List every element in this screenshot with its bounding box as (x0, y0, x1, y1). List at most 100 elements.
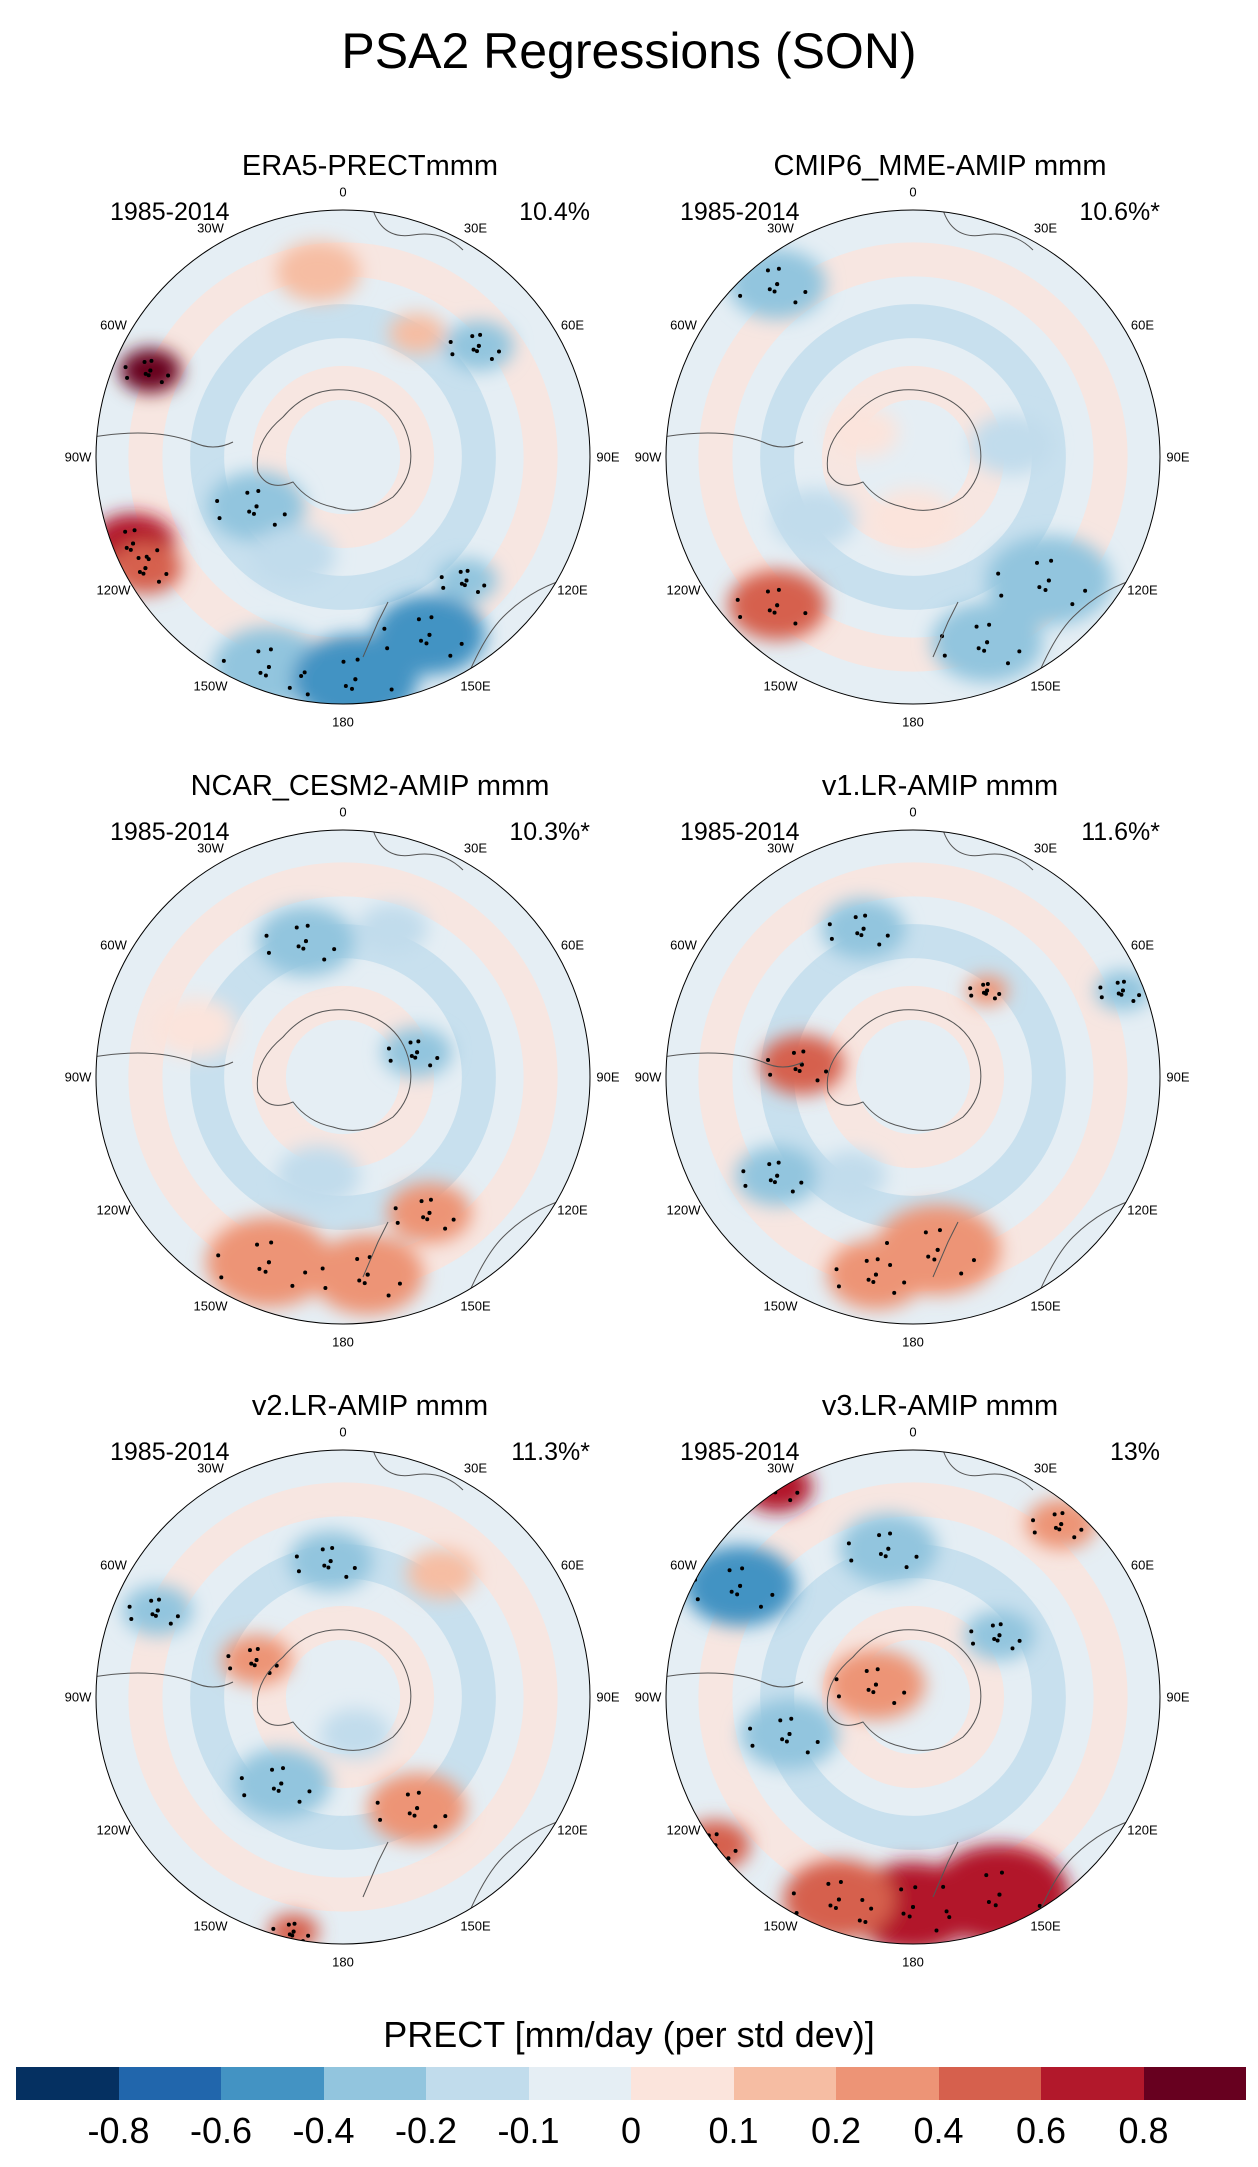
significance-dot (788, 1498, 793, 1503)
significance-dot (482, 583, 487, 588)
significance-dot (768, 1178, 773, 1183)
longitude-label: 30W (197, 1460, 224, 1475)
longitude-label: 90E (1166, 449, 1190, 465)
longitude-label: 60E (1130, 1557, 1155, 1572)
significance-dot (153, 1613, 158, 1618)
significance-dot (441, 585, 446, 590)
significance-dot (758, 1604, 763, 1609)
longitude-label: 120E (1127, 582, 1158, 597)
polar-map (95, 829, 591, 1325)
significance-dot (413, 1055, 418, 1060)
significance-dot (127, 1604, 132, 1609)
significance-dot (907, 1914, 912, 1919)
longitude-label: 120W (96, 1822, 131, 1837)
australia-nz-coastline (932, 576, 1144, 688)
significance-dot (448, 653, 453, 658)
anomaly-region (251, 525, 336, 586)
longitude-label: 180 (332, 1954, 354, 1970)
significance-dot (266, 950, 271, 955)
significance-dot (424, 641, 429, 646)
significance-dot (849, 1558, 854, 1563)
significance-dot (405, 1792, 410, 1797)
significance-dot (829, 936, 834, 941)
significance-dot (226, 1654, 231, 1659)
longitude-label: 150E (1030, 1918, 1061, 1934)
significance-dot (357, 1278, 362, 1283)
significance-dot (871, 1690, 876, 1695)
significance-dot (1121, 979, 1126, 984)
anomaly-region (320, 1709, 391, 1760)
significance-dot (859, 933, 864, 938)
longitude-label: 120W (96, 582, 131, 597)
significance-dot (344, 1574, 349, 1579)
significance-dot (322, 957, 327, 962)
south-america-coastline (666, 432, 804, 448)
significance-dot (1005, 661, 1010, 666)
significance-dot (789, 1716, 794, 1721)
significance-dot (254, 504, 259, 509)
significance-dot (215, 499, 220, 504)
antarctica-coastline (826, 1009, 982, 1131)
significance-dot (271, 1786, 276, 1791)
colorbar-swatch (118, 2067, 221, 2100)
longitude-label: 0 (339, 184, 347, 200)
significance-dot (415, 1806, 420, 1811)
longitude-label: 60E (1130, 937, 1155, 952)
antarctica-coastline (826, 389, 982, 511)
significance-dot (999, 593, 1004, 598)
colorbar-title: PRECT [mm/day (per std dev)] (383, 2014, 875, 2055)
period-label: 1985-2014 (680, 818, 800, 846)
longitude-label: 60E (1130, 317, 1155, 332)
significance-dot (776, 1160, 781, 1165)
significance-dot (941, 1884, 946, 1889)
south-america-coastline (96, 1052, 234, 1068)
significance-dot (382, 626, 387, 631)
significance-dot (395, 1220, 400, 1225)
significance-dot (873, 1272, 878, 1277)
significance-dot (305, 923, 310, 928)
significance-dot (388, 1058, 393, 1063)
longitude-label: 180 (332, 714, 354, 730)
significance-dot (408, 1040, 413, 1045)
significance-dot (462, 583, 467, 588)
significance-dot (815, 1739, 820, 1744)
significance-dot (926, 1254, 931, 1259)
significance-dot (296, 1569, 301, 1574)
south-america-coastline (96, 432, 234, 448)
significance-dot (1079, 1527, 1084, 1532)
longitude-label: 0 (909, 1424, 917, 1440)
longitude-label: 60W (670, 317, 697, 332)
significance-dot (217, 516, 222, 521)
significance-dot (959, 1271, 964, 1276)
longitude-label: 60E (560, 317, 585, 332)
variance-percent: 10.3%* (509, 818, 590, 846)
significance-dot (149, 358, 154, 363)
significance-dot (795, 1490, 800, 1495)
significance-dot (443, 1226, 448, 1231)
significance-dot (274, 1663, 279, 1668)
panel-title: CMIP6_MME-AMIP mmm (773, 150, 1107, 182)
panel-title: NCAR_CESM2-AMIP mmm (190, 770, 550, 802)
anomaly-region (816, 1150, 887, 1201)
anomaly-region (406, 1548, 477, 1599)
significance-dot (987, 622, 992, 627)
significance-dot (397, 1281, 402, 1286)
longitude-label: 150W (763, 1298, 798, 1314)
significance-dot (775, 282, 780, 287)
significance-dot (1119, 992, 1124, 997)
significance-dot (1057, 1527, 1062, 1532)
longitude-label: 90W (64, 449, 92, 465)
significance-dot (146, 373, 151, 378)
significance-dot (279, 1781, 284, 1786)
significance-dot (885, 1240, 890, 1245)
significance-dot (996, 571, 1001, 576)
longitude-label: 150W (193, 1918, 228, 1934)
significance-dot (923, 1230, 928, 1235)
significance-dot (834, 1677, 839, 1682)
significance-dot (164, 572, 169, 577)
significance-dot (297, 1799, 302, 1804)
significance-dot (219, 1275, 224, 1280)
significance-dot (478, 332, 483, 337)
period-label: 1985-2014 (110, 198, 230, 226)
significance-dot (1010, 1646, 1015, 1651)
